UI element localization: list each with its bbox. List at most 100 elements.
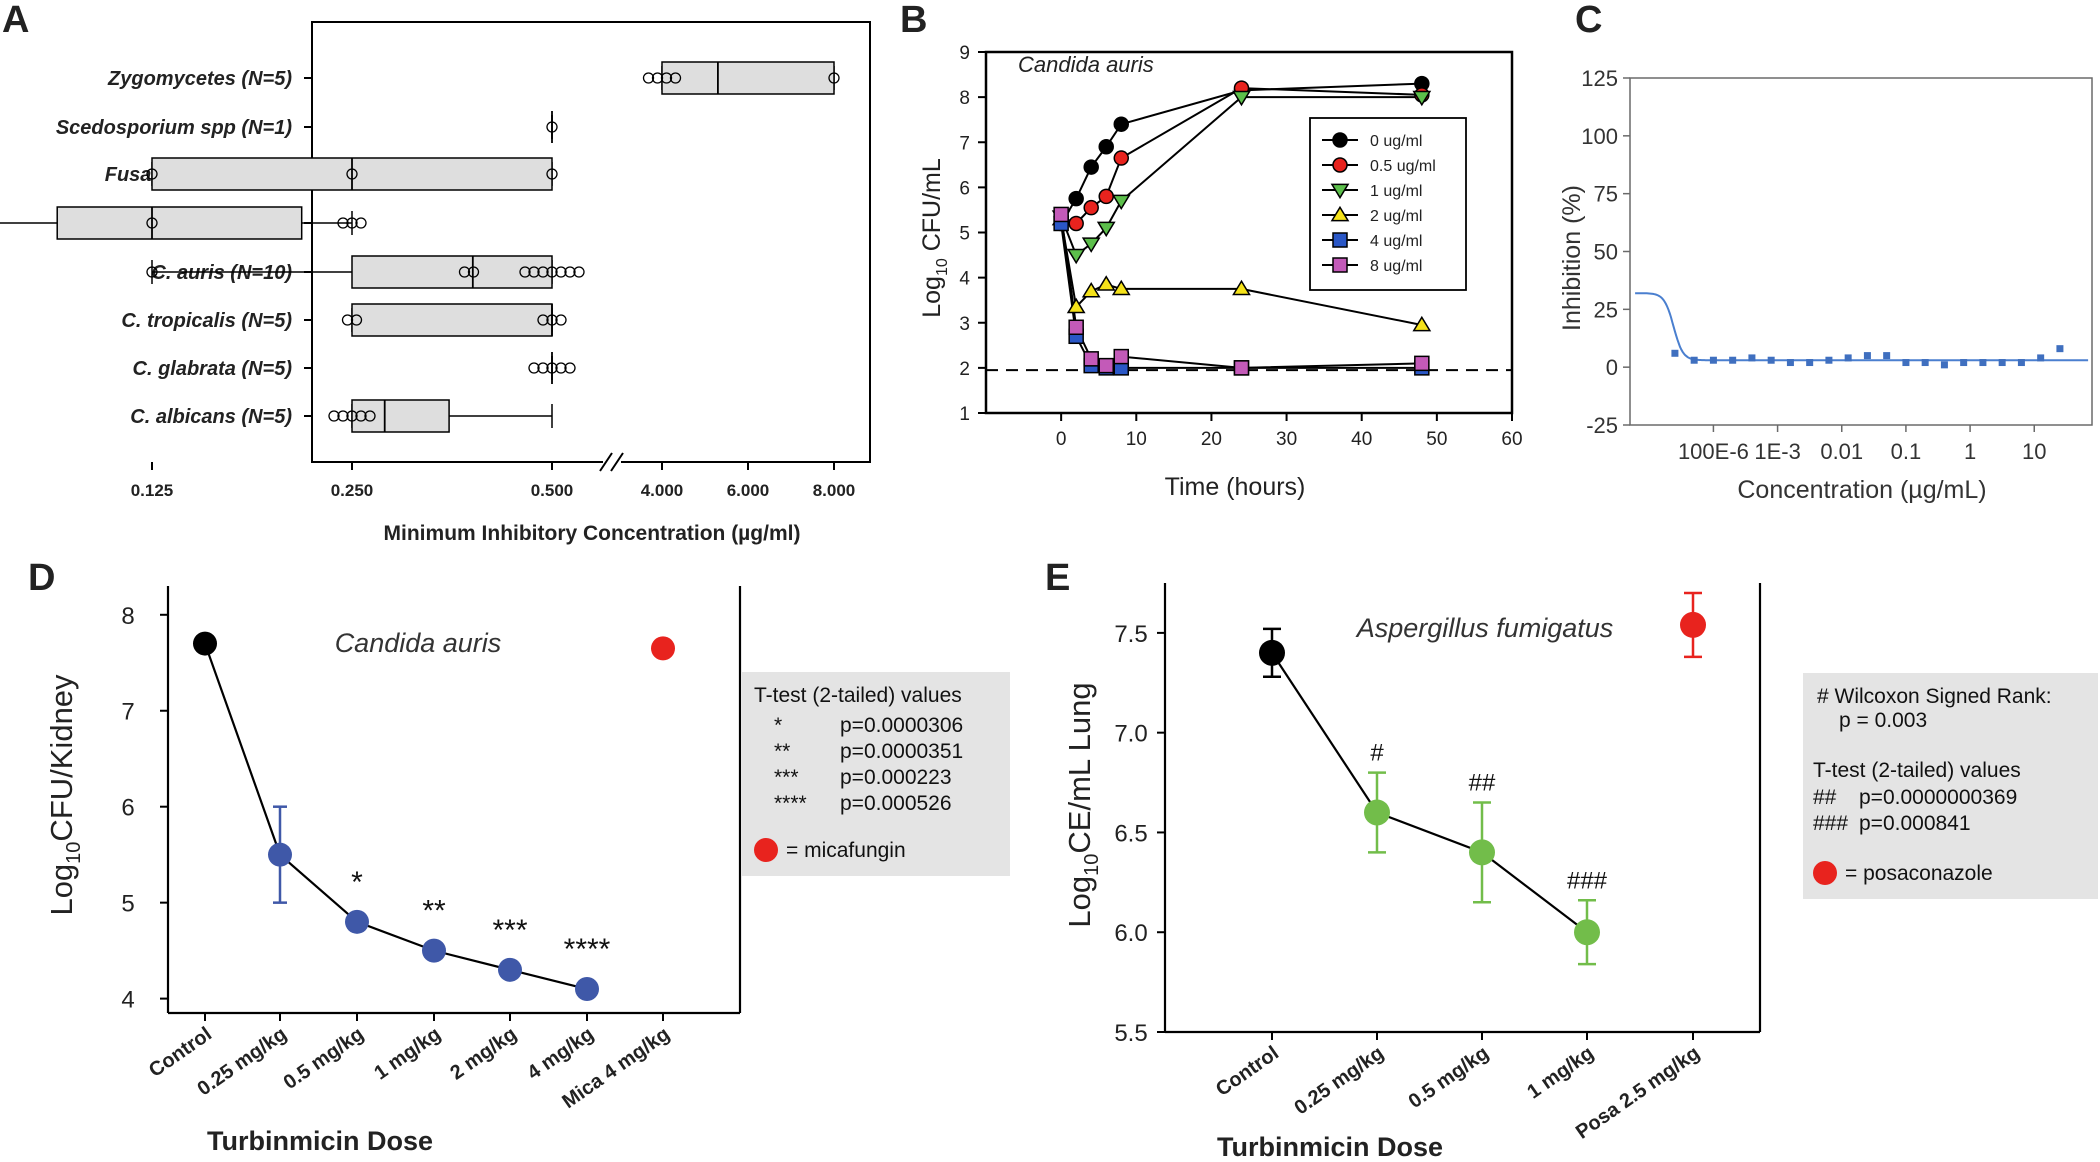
y-axis-title-c: Inhibition (%) bbox=[1558, 185, 1586, 331]
data-point bbox=[1767, 356, 1775, 364]
legend-box-d bbox=[742, 672, 1010, 876]
x-axis-title-e: Turbinmicin Dose bbox=[1217, 1132, 1443, 1162]
data-point bbox=[546, 266, 558, 278]
data-point bbox=[1111, 194, 1131, 211]
legend-label: 8 ug/ml bbox=[1370, 258, 1422, 275]
data-point bbox=[1081, 282, 1101, 298]
x-tick-label-b: 0 bbox=[1056, 429, 1067, 450]
data-point bbox=[555, 362, 567, 374]
data-point bbox=[1083, 199, 1099, 216]
x-axis-title-b: Time (hours) bbox=[1165, 473, 1306, 501]
chart-title-e: Aspergillus fumigatus bbox=[1355, 613, 1614, 643]
data-point bbox=[546, 314, 558, 326]
x-tick-label-d: 2 mg/kg bbox=[446, 1023, 521, 1084]
data-point bbox=[555, 266, 567, 278]
data-point bbox=[555, 314, 567, 326]
data-point bbox=[355, 410, 367, 422]
box bbox=[351, 255, 553, 289]
x-tick-label-e: 1 mg/kg bbox=[1523, 1042, 1598, 1103]
legend-stars: ** bbox=[774, 740, 790, 763]
y-tick-label-d: 8 bbox=[121, 603, 134, 630]
data-point bbox=[828, 72, 840, 84]
x-tick-label-c: 10 bbox=[2022, 439, 2046, 464]
legend-wilcoxon-title: # Wilcoxon Signed Rank: bbox=[1817, 685, 2052, 708]
data-point bbox=[546, 121, 558, 133]
y-tick-label-b: 8 bbox=[959, 88, 970, 109]
y-tick-label-b: 7 bbox=[959, 133, 970, 154]
data-point bbox=[346, 410, 358, 422]
x-tick-label-d: 0.5 mg/kg bbox=[280, 1023, 368, 1094]
data-point bbox=[193, 631, 217, 656]
legend-label: 1 ug/ml bbox=[1370, 183, 1422, 200]
significance-marker: ## bbox=[1469, 770, 1496, 797]
data-point bbox=[1113, 348, 1130, 365]
legend-stars: * bbox=[774, 714, 782, 737]
panel-e: 5.5 6.0 6.5 7.0 7.5 Control 0.25 mg/kg 0.5 mg/k… bbox=[1062, 583, 2098, 1162]
data-point bbox=[337, 410, 349, 422]
legend-p-value: p=0.000841 bbox=[1859, 812, 1971, 835]
x-axis-title-c: Concentration (µg/mL) bbox=[1737, 476, 1986, 504]
data-point bbox=[528, 266, 540, 278]
x-tick-label-e: 0.25 mg/kg bbox=[1291, 1042, 1388, 1119]
data-point bbox=[1671, 349, 1679, 357]
y-tick-label-e: 5.5 bbox=[1114, 1020, 1147, 1047]
data-point bbox=[1113, 150, 1130, 166]
chart-title-b: Candida auris bbox=[1018, 52, 1154, 77]
box bbox=[661, 61, 835, 95]
legend-p-value: p=0.0000306 bbox=[840, 714, 963, 737]
data-point bbox=[364, 410, 376, 422]
x-tick-label-c: 100E-6 bbox=[1678, 439, 1749, 464]
legend-title-d: T-test (2-tailed) values bbox=[754, 684, 962, 707]
data-point bbox=[546, 362, 558, 374]
data-point bbox=[467, 266, 480, 278]
x-tick-label-b: 20 bbox=[1201, 429, 1222, 450]
y-tick-label-b: 3 bbox=[959, 314, 970, 335]
legend-marker-micafungin bbox=[754, 838, 778, 862]
panel-label-b: B bbox=[900, 0, 927, 41]
data-point bbox=[1960, 359, 1968, 367]
data-point bbox=[1412, 90, 1432, 107]
x-tick-label-b: 30 bbox=[1276, 429, 1297, 450]
data-point bbox=[669, 72, 682, 84]
box bbox=[351, 303, 553, 337]
significance-marker: ** bbox=[422, 895, 446, 928]
y-tick-label-d: 5 bbox=[121, 891, 134, 918]
data-point bbox=[1940, 361, 1948, 369]
y-tick-label-e: 7.5 bbox=[1114, 621, 1147, 648]
x-tick-label-c: 0.01 bbox=[1820, 439, 1863, 464]
data-point bbox=[1053, 206, 1069, 223]
significance-marker: # bbox=[1370, 740, 1384, 767]
data-point bbox=[1921, 359, 1929, 367]
y-tick-label-b: 5 bbox=[959, 224, 970, 245]
data-point bbox=[346, 168, 358, 180]
data-point bbox=[422, 938, 446, 963]
x-tick-label-b: 40 bbox=[1351, 429, 1372, 450]
box bbox=[56, 206, 303, 240]
legend-label: 2 ug/ml bbox=[1370, 208, 1422, 225]
data-point bbox=[1068, 215, 1084, 232]
legend-p-value: p=0.0000351 bbox=[840, 740, 963, 763]
data-point bbox=[1863, 352, 1871, 360]
data-point bbox=[1786, 359, 1794, 367]
legend-stars: ### bbox=[1813, 812, 1848, 835]
data-point bbox=[1883, 352, 1891, 360]
legend-label: 0.5 ug/ml bbox=[1370, 158, 1436, 175]
data-point bbox=[1748, 354, 1756, 362]
legend-wilcoxon-p: p = 0.003 bbox=[1839, 709, 1927, 732]
category-label: C. tropicalis (N=5) bbox=[121, 310, 292, 332]
data-point bbox=[1083, 351, 1099, 367]
data-point bbox=[1113, 116, 1130, 132]
data-point bbox=[355, 217, 367, 229]
data-point bbox=[575, 977, 599, 1002]
data-point bbox=[1414, 355, 1430, 372]
data-point bbox=[537, 362, 549, 374]
data-point bbox=[1111, 279, 1131, 296]
x-tick-label-b: 50 bbox=[1426, 429, 1447, 450]
data-point bbox=[1066, 297, 1086, 314]
x-tick-label-a: 0.500 bbox=[531, 481, 574, 500]
y-tick-label-e: 6.5 bbox=[1114, 820, 1147, 847]
x-tick-label-b: 10 bbox=[1126, 429, 1147, 450]
x-tick-label-a: 8.000 bbox=[813, 481, 856, 500]
data-point bbox=[1098, 357, 1114, 374]
data-point bbox=[2017, 359, 2025, 367]
